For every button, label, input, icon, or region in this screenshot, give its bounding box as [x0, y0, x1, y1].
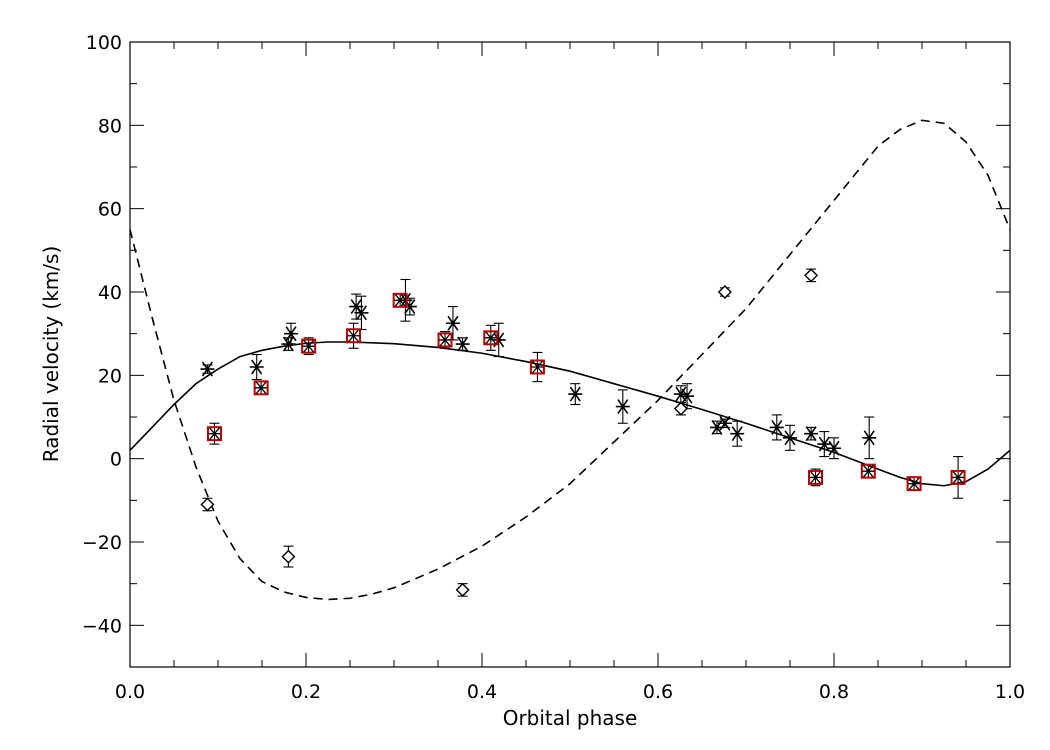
asterisk-glyph [804, 426, 819, 442]
data-point-boxed [808, 469, 824, 485]
asterisk-glyph [827, 440, 841, 456]
data-point-box [206, 426, 222, 442]
data-point-diamond [717, 285, 732, 299]
y-tick-label: −20 [82, 532, 122, 554]
data-point-box [529, 359, 545, 375]
data-point-asterisk [730, 426, 745, 442]
data-point-boxed [346, 328, 362, 344]
y-axis-label: Radial velocity (km/s) [39, 246, 63, 462]
data-point-diamond [455, 582, 470, 597]
asterisk-glyph [717, 415, 732, 431]
data-point-asterisk [249, 359, 264, 375]
x-tick-label: 0.0 [115, 681, 145, 703]
data-point-boxed [253, 380, 269, 396]
data-point-boxed [860, 463, 876, 479]
y-tick-label: 20 [98, 365, 122, 387]
data-point-asterisk [680, 388, 695, 404]
data-point-asterisk [455, 336, 470, 352]
data-point-diamond [673, 401, 688, 416]
data-point-boxed [906, 476, 922, 492]
data-point-cross [394, 293, 407, 307]
data-point-box [392, 292, 408, 308]
asterisk-glyph [769, 419, 784, 435]
asterisk-glyph [783, 430, 797, 446]
data-point-cross [439, 333, 452, 347]
model-curve-dashed [129, 119, 1011, 601]
y-tick-label: 80 [98, 115, 122, 137]
asterisk-glyph [455, 336, 470, 352]
data-point-cross [255, 381, 268, 395]
x-tick-label: 0.2 [291, 681, 321, 703]
data-point-cross [862, 464, 875, 478]
x-tick-label: 0.6 [643, 681, 673, 703]
data-point-boxed [483, 330, 499, 346]
data-point-cross [952, 471, 965, 484]
asterisk-glyph [568, 386, 583, 402]
data-point-asterisk [769, 419, 784, 435]
asterisk-glyph [354, 305, 369, 321]
asterisk-glyph [862, 430, 877, 446]
x-axis-label: Orbital phase [503, 706, 638, 730]
data-point-diamond [804, 268, 819, 283]
data-point-box [253, 380, 269, 396]
data-point-cross [484, 331, 497, 345]
asterisk-glyph [284, 326, 299, 342]
asterisk-glyph [249, 359, 264, 375]
asterisk-glyph [615, 399, 630, 415]
data-point-asterisk [783, 430, 797, 446]
data-point-asterisk [615, 399, 630, 415]
data-point-box [808, 469, 824, 485]
data-point-boxed [437, 332, 453, 348]
data-point-boxed [950, 469, 966, 485]
data-point-cross [302, 339, 315, 353]
data-point-asterisk [200, 361, 215, 377]
data-point-box [950, 469, 966, 485]
data-point-cross [531, 360, 544, 374]
data-point-boxed [206, 426, 222, 442]
plot-marks [129, 119, 1011, 601]
data-point-cross [208, 427, 221, 441]
asterisk-glyph [445, 315, 460, 331]
data-point-cross [908, 477, 921, 491]
data-point-cross [347, 329, 360, 343]
y-axis: −40 −20 0 20 40 60 80 100 [82, 32, 1010, 668]
data-point-box [483, 330, 499, 346]
asterisk-glyph [730, 426, 745, 442]
data-point-asterisk [804, 426, 819, 442]
y-tick-label: 0 [110, 449, 122, 471]
data-point-asterisk [827, 440, 841, 456]
y-tick-label: 60 [98, 199, 122, 221]
data-point-boxed [529, 359, 545, 375]
data-point-box [437, 332, 453, 348]
y-tick-label: −40 [82, 615, 122, 637]
x-tick-label: 0.8 [819, 681, 849, 703]
data-point-boxed [301, 338, 317, 354]
data-point-asterisk [568, 386, 583, 402]
data-point-boxed [392, 292, 408, 308]
plot-frame [129, 41, 1011, 668]
y-tick-label: 100 [86, 32, 122, 54]
data-point-asterisk [717, 415, 732, 431]
asterisk-glyph [680, 388, 695, 404]
model-curve-solid [129, 341, 1011, 487]
data-point-diamond [281, 549, 296, 564]
x-axis: 0.0 0.2 0.4 0.6 0.8 1.0 [115, 42, 1025, 703]
x-tick-label: 1.0 [995, 681, 1025, 703]
data-point-asterisk [445, 315, 460, 331]
data-point-box [860, 463, 876, 479]
data-point-diamond [200, 497, 215, 512]
data-point-cross [809, 471, 822, 484]
y-tick-label: 40 [98, 282, 122, 304]
data-point-box [906, 476, 922, 492]
x-tick-label: 0.4 [467, 681, 497, 703]
data-point-asterisk [354, 305, 369, 321]
data-point-box [301, 338, 317, 354]
data-point-asterisk [862, 430, 877, 446]
data-point-asterisk [284, 326, 299, 342]
asterisk-glyph [200, 361, 215, 377]
data-point-box [346, 328, 362, 344]
